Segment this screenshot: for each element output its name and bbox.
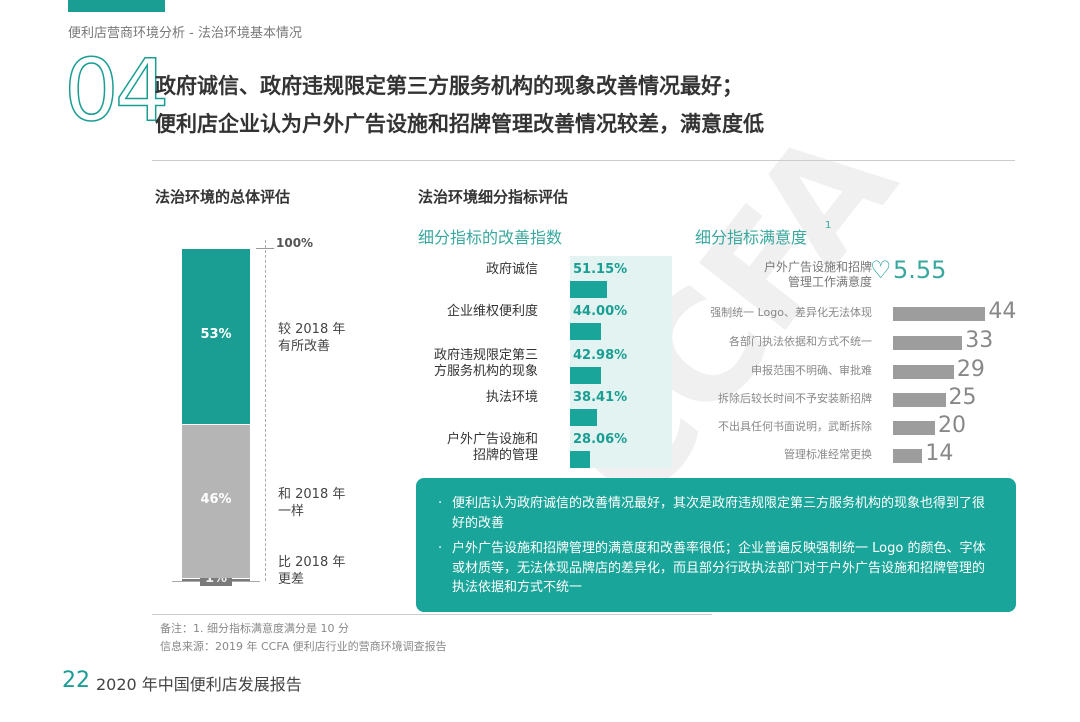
summary-box: 便利店认为政府诚信的改善情况最好，其次是政府违规限定第三方服务机构的现象也得到了…: [416, 478, 1016, 612]
value-label: 20: [938, 413, 966, 438]
value-label: 46%: [200, 492, 232, 508]
header-bar: [68, 0, 165, 12]
category-label: 申报范围不明确、审批难: [751, 364, 872, 377]
tick-mark: [256, 248, 274, 249]
summary-item: 便利店认为政府诚信的改善情况最好，其次是政府违规限定第三方服务机构的现象也得到了…: [438, 494, 996, 533]
bar: [570, 451, 591, 468]
value-label: 44.00%: [573, 304, 628, 319]
breadcrumb: 便利店营商环境分析 - 法治环境基本情况: [68, 26, 302, 41]
category-label: 各部门执法依据和方式不统一: [729, 335, 872, 348]
section-title: 法治环境细分指标评估: [418, 188, 569, 206]
value-label: 28.06%: [573, 432, 628, 447]
value-label: 14: [925, 441, 954, 466]
bar: [893, 307, 986, 321]
bar-segment: [182, 248, 250, 425]
category-label: 拆除后较长时间不予安装新招牌: [718, 392, 872, 405]
highlight-value: 5.55: [893, 256, 947, 284]
chart-subtitle: 细分指标满意度: [695, 228, 808, 247]
bar: [893, 365, 954, 379]
legend-label: 较 2018 年 有所改善: [278, 322, 346, 355]
category-label: 不出具任何书面说明，武断拆除: [718, 420, 872, 433]
value-label: 29: [956, 357, 985, 382]
bar: [570, 409, 598, 426]
value-label: 25: [948, 385, 977, 410]
bar: [570, 323, 602, 340]
footer-title: 2020 年中国便利店发展报告: [96, 675, 302, 694]
legend-label: 比 2018 年 更差: [278, 555, 346, 588]
summary-item: 户外广告设施和招牌管理的满意度和改善率很低；企业普遍反映强制统一 Logo 的颜…: [438, 539, 996, 598]
footnote-mark: 1: [825, 220, 832, 231]
category-label: 户外广告设施和 招牌的管理: [446, 432, 538, 464]
divider: [152, 614, 712, 615]
bar: [893, 393, 946, 407]
value-label: 33: [965, 328, 994, 353]
value-label: 53%: [200, 327, 232, 343]
value-label: 44: [988, 299, 1017, 324]
axis-line: [265, 240, 266, 581]
category-label: 政府诚信: [485, 262, 538, 277]
value-label: 38.41%: [573, 390, 628, 405]
bar: [570, 281, 607, 298]
note: 备注：1. 细分指标满意度满分是 10 分: [160, 622, 349, 635]
legend-label: 和 2018 年 一样: [278, 487, 346, 519]
category-label: 执法环境: [485, 390, 538, 405]
title-line: 政府诚信、政府违规限定第三方服务机构的现象改善情况最好；: [155, 74, 743, 98]
page-number: 22: [62, 668, 90, 693]
chart-subtitle: 细分指标的改善指数: [418, 228, 563, 247]
bar: [893, 336, 963, 350]
category-label: 企业维权便利度: [446, 304, 538, 319]
value-label: 51.15%: [573, 262, 628, 277]
note: 信息来源：2019 年 CCFA 便利店行业的营商环境调查报告: [160, 640, 447, 653]
bar-segment: [182, 424, 250, 578]
section-number: 04: [63, 41, 170, 141]
category-label: 政府违规限定第三 方服务机构的现象: [433, 348, 538, 380]
category-label: 强制统一 Logo、差异化无法体现: [710, 306, 872, 319]
title-line: 便利店企业认为户外广告设施和招牌管理改善情况较差，满意度低: [155, 112, 764, 136]
highlight-label: 户外广告设施和招牌 管理工作满意度: [763, 260, 872, 289]
y-tick-label: 100%: [276, 236, 314, 250]
bar: [570, 367, 601, 384]
divider: [152, 160, 1015, 161]
chart-title: 法治环境的总体评估: [155, 188, 291, 206]
heart-icon: ♡: [870, 256, 892, 284]
bar: [893, 421, 935, 435]
category-label: 管理标准经常更换: [784, 448, 872, 461]
bar: [893, 449, 923, 463]
value-label: 42.98%: [573, 348, 628, 363]
